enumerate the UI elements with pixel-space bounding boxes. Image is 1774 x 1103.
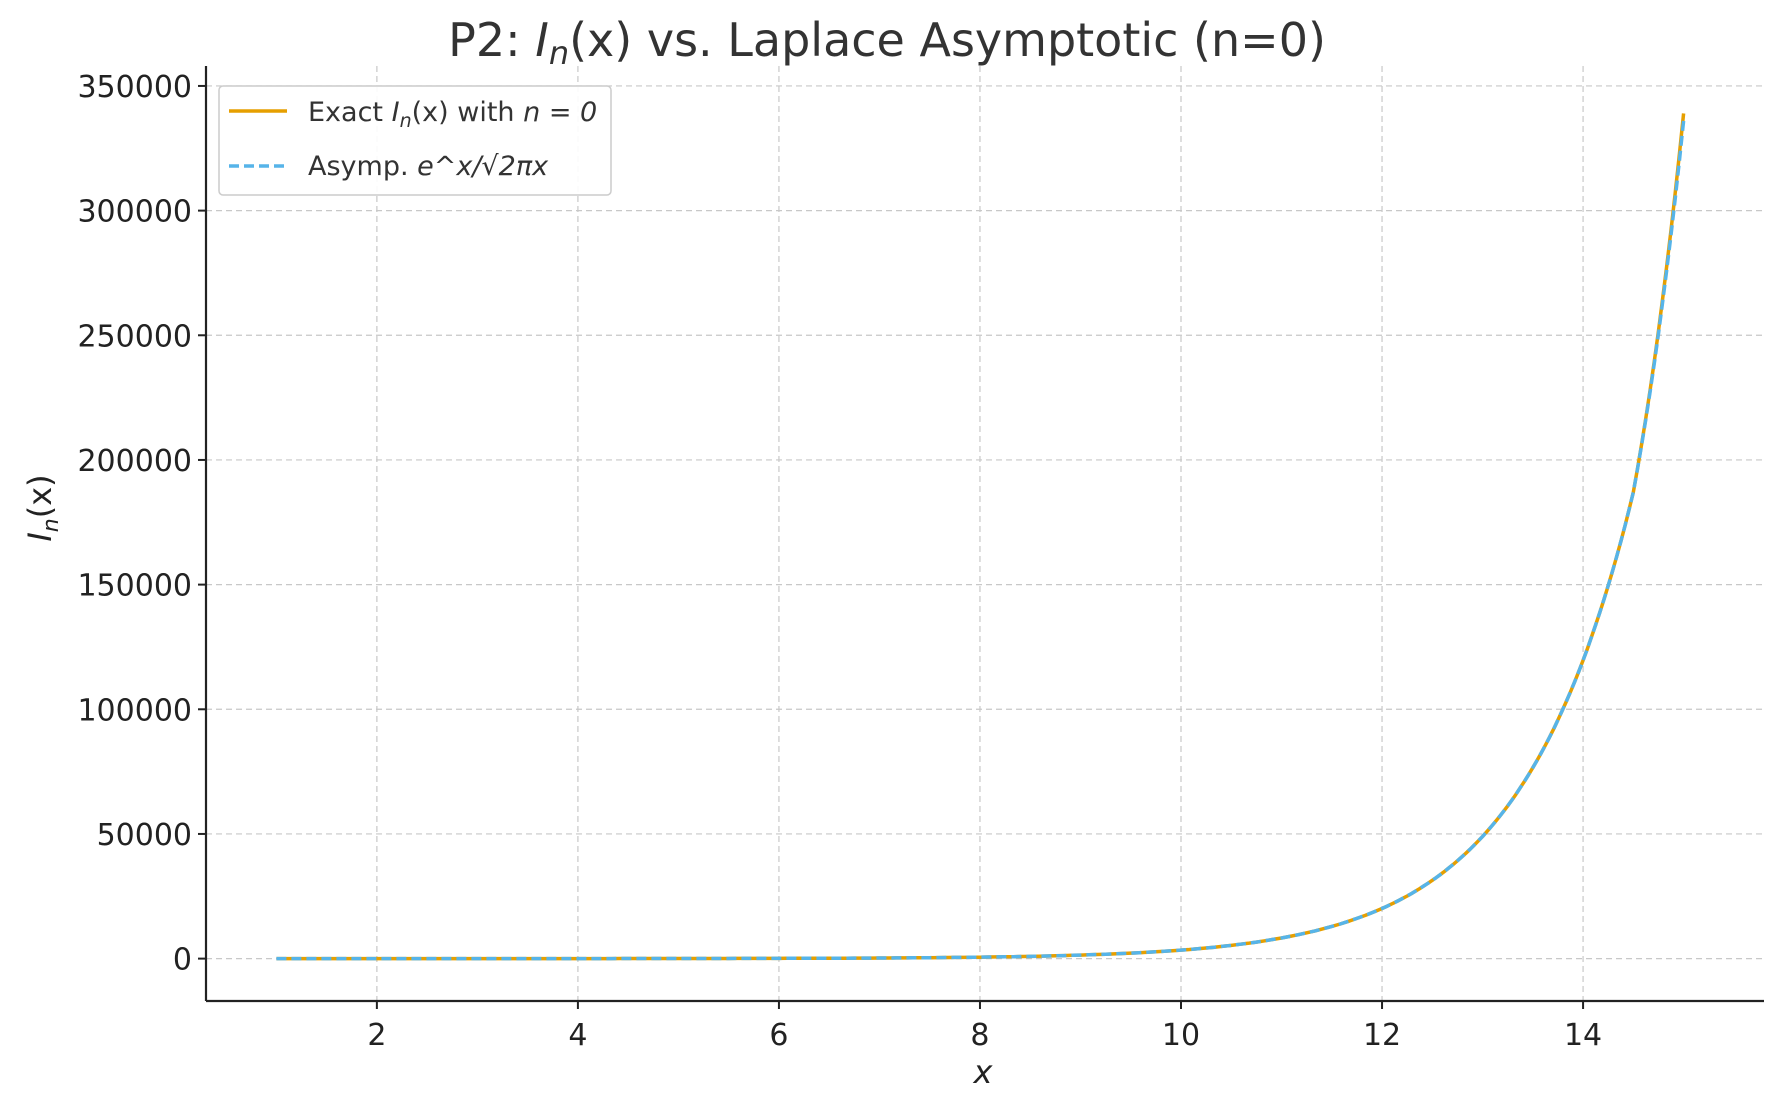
tick-labels: 2 4 6 8 10 12 14 0 50000 100000 150000 200000 250000… xyxy=(77,70,1602,1053)
legend-asymp-prefix: Asymp. xyxy=(308,151,417,182)
y-tick-label: 50000 xyxy=(97,818,192,853)
axes xyxy=(198,66,1764,1009)
x-tick-label: 12 xyxy=(1363,1018,1401,1053)
y-tick-label: 150000 xyxy=(77,569,192,604)
series-line-asymptotic xyxy=(276,120,1686,961)
y-axis-label: In(x) xyxy=(21,474,64,541)
y-tick-label: 200000 xyxy=(77,444,192,479)
y-axis-label-func: I xyxy=(21,532,59,541)
chart-title-sub: n xyxy=(549,34,569,72)
legend-box xyxy=(218,85,612,196)
series-layer xyxy=(276,113,1686,961)
x-tick-label: 8 xyxy=(970,1018,989,1053)
x-axis-label: x xyxy=(973,1053,994,1091)
legend-asymp-formula: e^x/√2πx xyxy=(417,151,549,182)
x-tick-label: 6 xyxy=(769,1018,788,1053)
x-tick-label: 4 xyxy=(568,1018,587,1053)
legend-label-asymp: Asymp. e^x/√2πx xyxy=(308,151,549,182)
legend-exact-func: I xyxy=(392,97,400,128)
grid xyxy=(206,66,1764,1001)
legend-label-exact: Exact In(x) with n = 0 xyxy=(308,97,597,132)
chart-title-arg: (x) xyxy=(569,13,632,67)
y-axis-label-sub: n xyxy=(39,518,64,532)
chart-title-suffix: vs. Laplace Asymptotic (n=0) xyxy=(632,13,1326,67)
chart-title-func: I xyxy=(535,13,549,67)
legend-exact-prefix: Exact xyxy=(308,97,392,128)
y-tick-label: 300000 xyxy=(77,195,192,230)
legend: Exact In(x) with n = 0 Asymp. e^x/√2πx xyxy=(218,85,612,196)
chart-title: P2: In(x) vs. Laplace Asymptotic (n=0) xyxy=(448,13,1326,72)
legend-exact-arg: (x) xyxy=(412,97,449,128)
y-tick-label: 250000 xyxy=(77,319,192,354)
y-tick-label: 0 xyxy=(173,943,192,978)
legend-exact-middle: with xyxy=(449,97,523,128)
x-tick-label: 10 xyxy=(1162,1018,1200,1053)
y-axis-label-arg: (x) xyxy=(21,474,59,518)
chart-title-prefix: P2: xyxy=(448,13,535,67)
x-tick-label: 2 xyxy=(367,1018,386,1053)
y-tick-label: 350000 xyxy=(77,70,192,105)
y-tick-label: 100000 xyxy=(77,693,192,728)
legend-exact-rel: n = 0 xyxy=(523,97,597,128)
legend-exact-sub: n xyxy=(400,110,412,132)
x-tick-label: 14 xyxy=(1564,1018,1602,1053)
